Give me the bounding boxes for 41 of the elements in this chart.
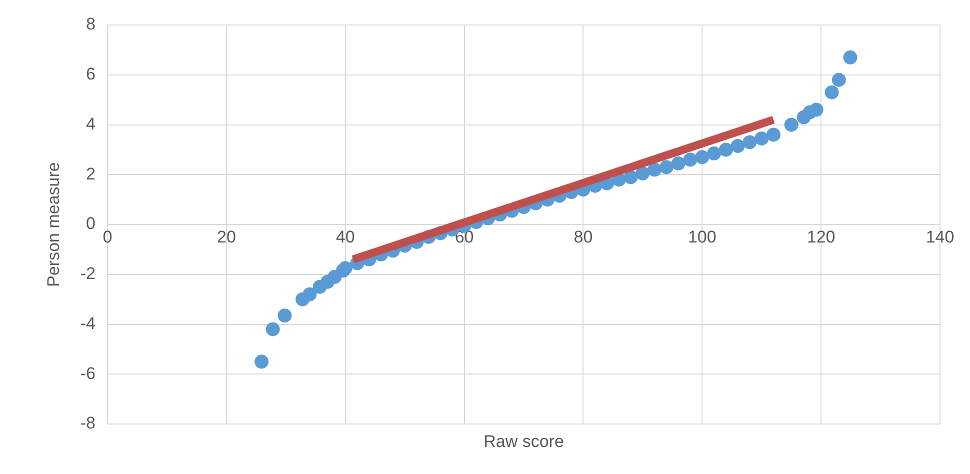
- point: [659, 160, 674, 174]
- y-tick-label: 8: [86, 14, 96, 34]
- point: [730, 138, 745, 153]
- point: [338, 261, 352, 276]
- point: [671, 156, 686, 170]
- point: [754, 131, 769, 146]
- point: [266, 322, 280, 336]
- point: [278, 308, 292, 323]
- point: [809, 102, 824, 117]
- point: [766, 128, 781, 142]
- x-tick-label: 120: [806, 227, 836, 246]
- y-tick-label: -2: [80, 264, 96, 284]
- point: [683, 152, 698, 167]
- point: [718, 142, 733, 157]
- x-tick-label: 140: [926, 227, 954, 246]
- point: [784, 118, 798, 132]
- y-tick-label: 0: [86, 214, 96, 234]
- y-tick-label: 6: [86, 64, 96, 84]
- x-tick-label: 20: [216, 227, 236, 246]
- y-tick-label: 2: [86, 164, 96, 184]
- x-tick-label: 40: [336, 227, 355, 246]
- point: [707, 146, 722, 160]
- point: [302, 287, 317, 302]
- y-axis-title: Person measure: [44, 162, 63, 287]
- y-tick-label: -6: [80, 364, 96, 383]
- y-tick-label: -8: [80, 414, 96, 433]
- point: [648, 162, 662, 177]
- point: [832, 72, 846, 87]
- point: [254, 354, 269, 369]
- x-tick-label: 80: [574, 227, 593, 246]
- x-tick-label: 0: [102, 227, 112, 246]
- point: [624, 170, 638, 184]
- point: [824, 85, 839, 100]
- x-tick-label: 100: [688, 227, 716, 246]
- x-axis-title: Raw score: [484, 432, 564, 452]
- y-tick-label: -4: [80, 314, 96, 333]
- point: [695, 150, 710, 164]
- point: [636, 166, 650, 180]
- point: [742, 135, 757, 150]
- point: [843, 50, 858, 64]
- y-tick-label: 4: [86, 114, 96, 134]
